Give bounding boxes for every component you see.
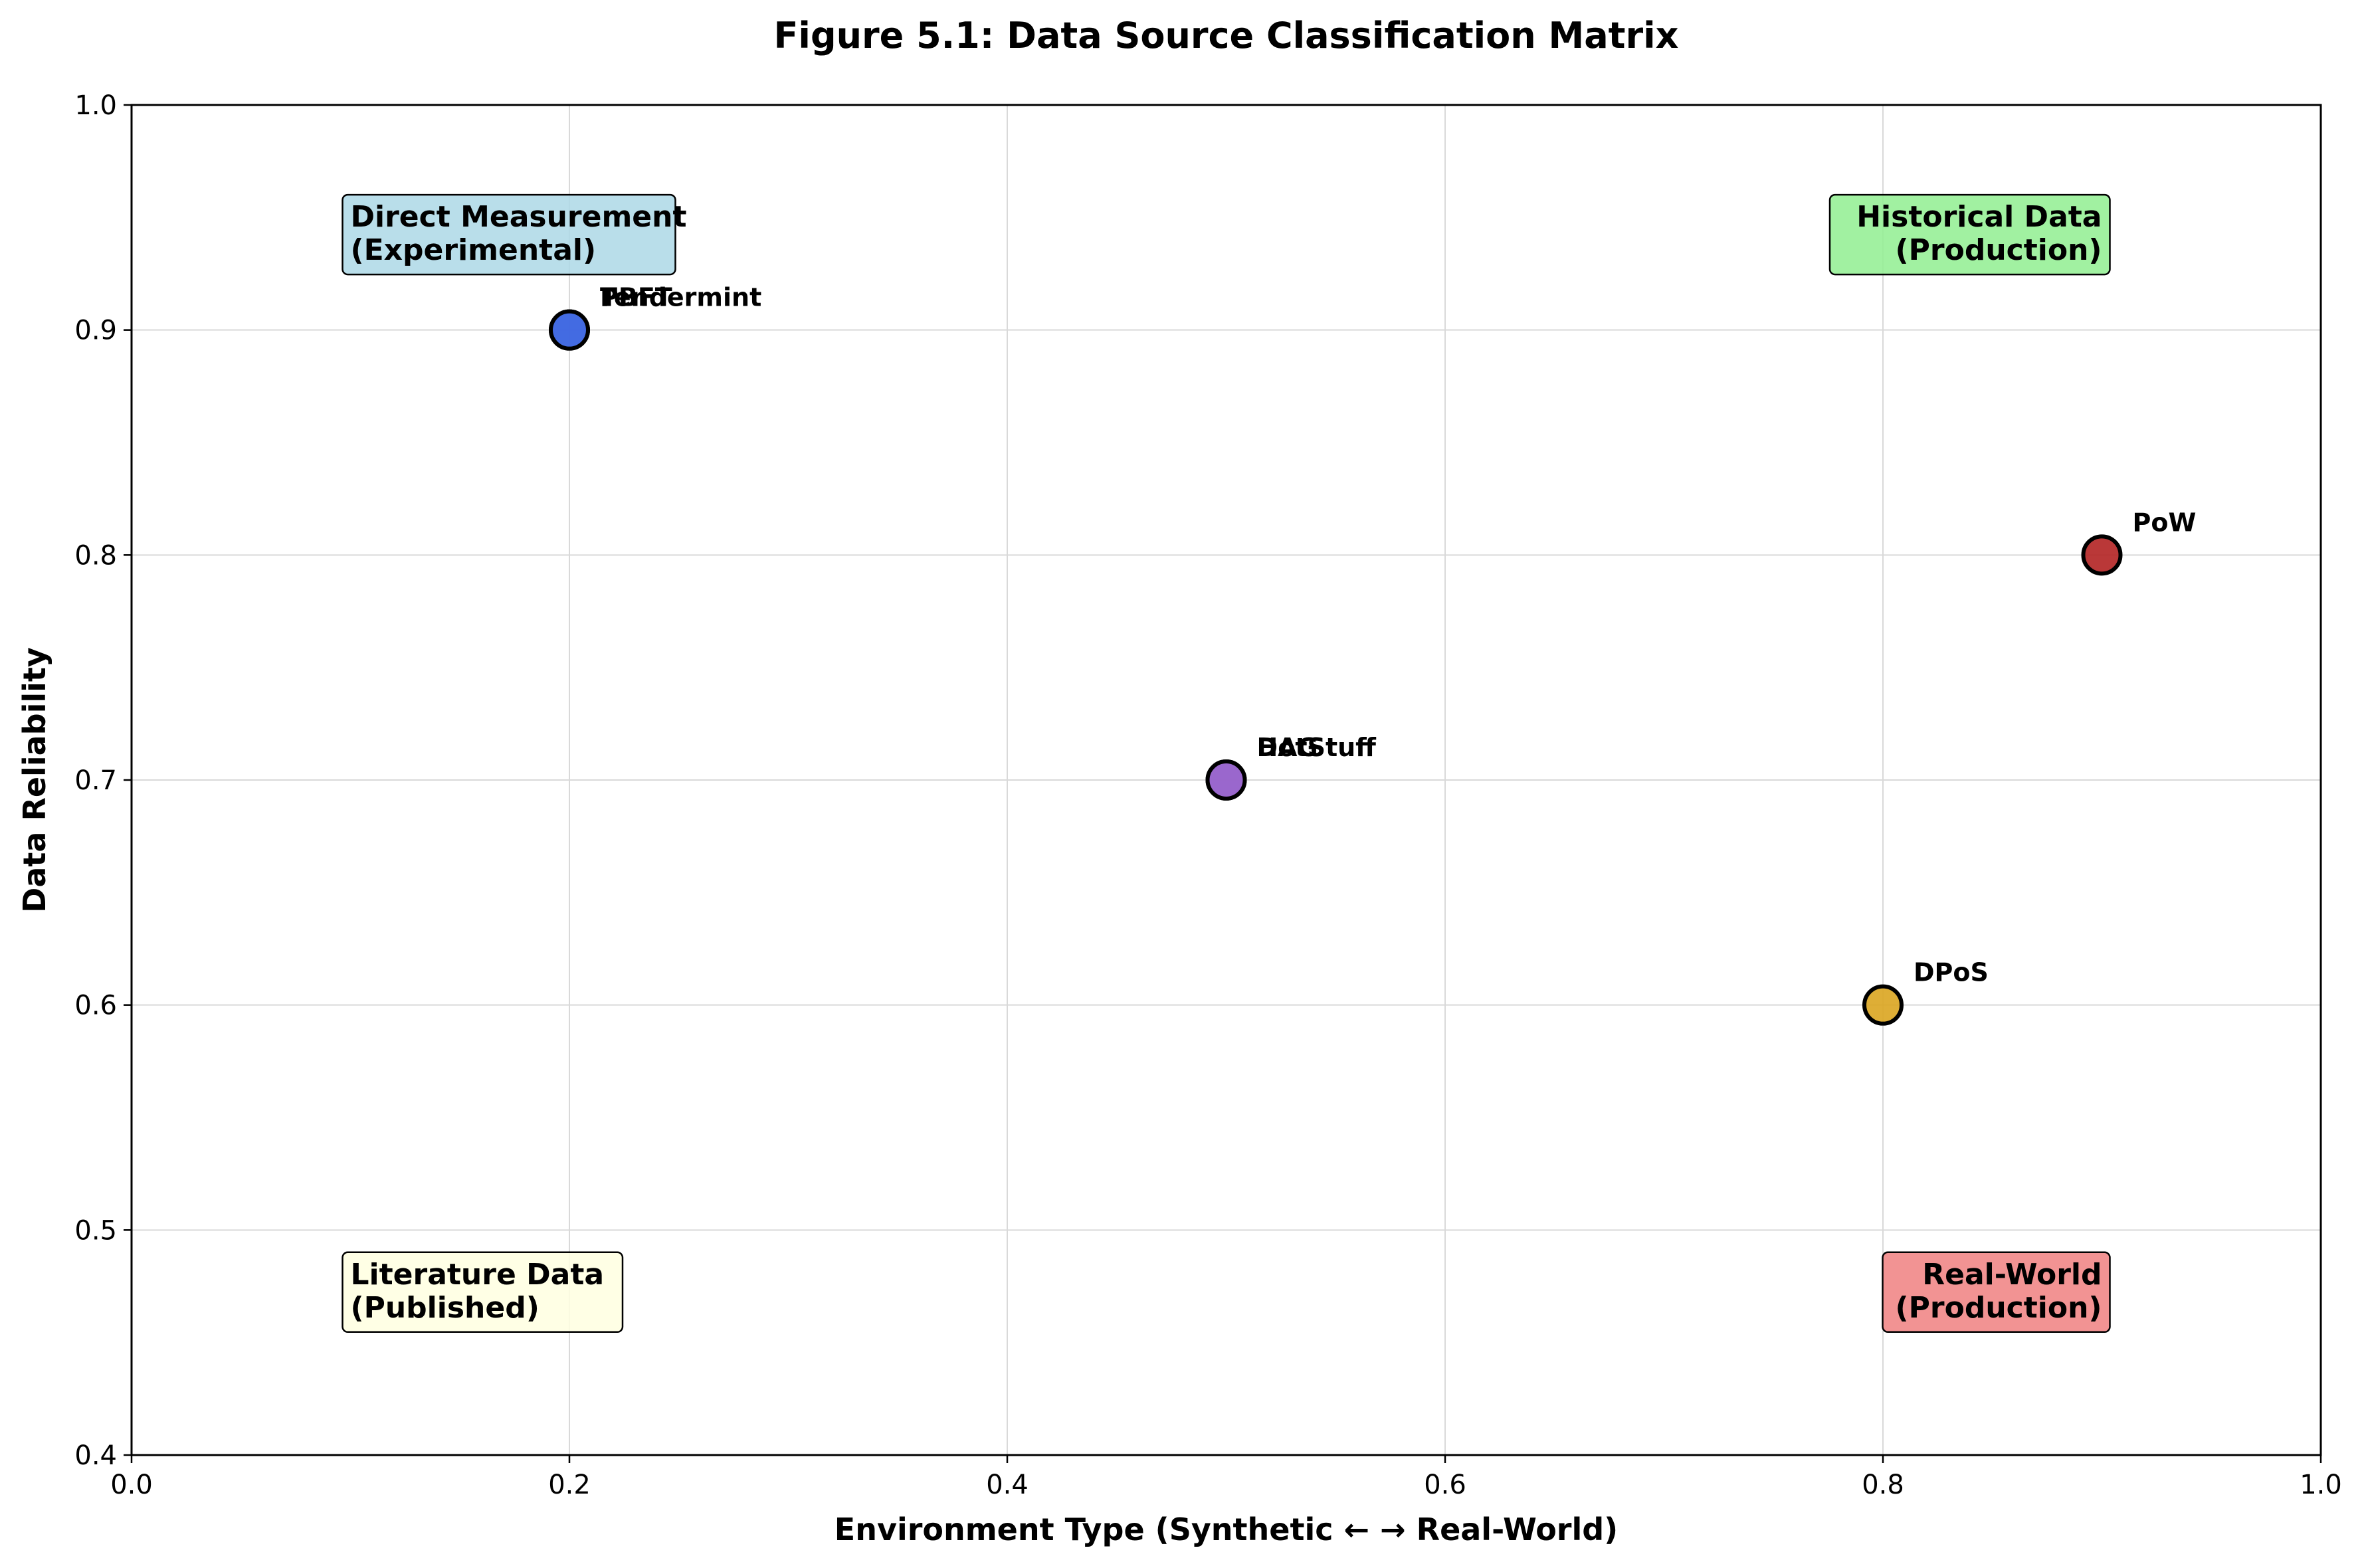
quadrant-box-text: Direct Measurement <box>351 200 687 234</box>
quadrant-box-bg <box>1882 1251 2111 1333</box>
y-tick-label: 0.6 <box>74 991 117 1021</box>
x-tick-label: 0.2 <box>548 1470 591 1500</box>
quadrant-box-text: (Production) <box>1896 233 2102 267</box>
point-label: HotStuff <box>1257 733 1377 762</box>
quadrant-label-box: Real-World(Production) <box>1882 1251 2111 1333</box>
quadrant-box-text: (Published) <box>351 1291 540 1325</box>
y-tick-label: 0.5 <box>74 1215 117 1246</box>
point-label: PoW <box>2133 508 2197 537</box>
quadrant-box-text: Literature Data <box>351 1258 605 1292</box>
quadrant-box-bg <box>342 193 676 276</box>
y-tick-label: 0.4 <box>74 1440 117 1471</box>
x-tick-label: 0.6 <box>1424 1470 1466 1500</box>
x-axis-label: Environment Type (Synthetic ← → Real-Wor… <box>835 1512 1618 1547</box>
y-tick-label: 0.7 <box>74 765 117 796</box>
point-label: Tendermint <box>600 283 761 312</box>
y-tick-label: 1.0 <box>74 90 117 121</box>
quadrant-label-box: Literature Data(Published) <box>342 1251 624 1333</box>
y-tick-label: 0.9 <box>74 316 117 346</box>
quadrant-label-box: Historical Data(Production) <box>1828 193 2111 276</box>
x-tick-label: 1.0 <box>2300 1470 2342 1500</box>
x-tick-label: 0.4 <box>986 1470 1029 1500</box>
quadrant-annotations: Direct Measurement(Experimental) Historic… <box>342 193 2111 1333</box>
data-point <box>1205 759 1247 801</box>
data-point <box>549 309 590 351</box>
x-tick-label: 0.0 <box>110 1470 153 1500</box>
quadrant-box-text: Historical Data <box>1856 200 2102 234</box>
point-label: DAG <box>1257 733 1318 762</box>
chart-title: Figure 5.1: Data Source Classification M… <box>774 15 1679 56</box>
data-point <box>1862 984 1904 1026</box>
quadrant-box-bg <box>1828 193 2111 276</box>
quadrant-box-text: (Experimental) <box>351 233 597 267</box>
data-point <box>2081 534 2123 576</box>
point-label: PBFT <box>600 283 672 312</box>
y-axis-label: Data Reliability <box>17 647 52 913</box>
x-tick-label: 0.8 <box>1862 1470 1904 1500</box>
quadrant-label-box: Direct Measurement(Experimental) <box>342 193 687 276</box>
point-label: DPoS <box>1914 958 1989 987</box>
axis-ticks: 0.0 0.2 0.4 0.6 0.8 1.0 0.4 0.5 0.6 0.7 0.8 0.9 1.0 <box>74 90 2341 1500</box>
quadrant-box-text: Real-World <box>1922 1258 2102 1292</box>
y-tick-label: 0.8 <box>74 540 117 571</box>
quadrant-box-text: (Production) <box>1896 1291 2102 1325</box>
quadrant-box-bg <box>342 1251 624 1333</box>
